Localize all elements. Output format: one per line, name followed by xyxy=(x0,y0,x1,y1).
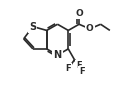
Text: O: O xyxy=(86,24,94,33)
Text: O: O xyxy=(75,9,83,18)
Text: F: F xyxy=(79,68,85,76)
Text: F: F xyxy=(76,61,82,70)
Text: F: F xyxy=(65,64,71,73)
Text: S: S xyxy=(29,22,36,32)
Text: N: N xyxy=(53,50,62,60)
